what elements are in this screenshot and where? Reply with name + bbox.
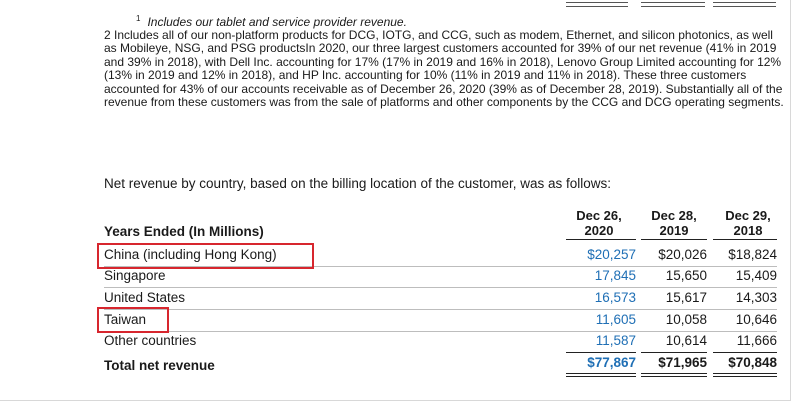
footnote-1-text: Includes our tablet and service provider… (147, 15, 407, 29)
value-singapore-2020: 17,845 (594, 268, 636, 283)
row-label-china: China (including Hong Kong) (104, 247, 277, 262)
row-label-singapore: Singapore (104, 268, 166, 283)
subtotal-rule (641, 352, 707, 353)
header-rule (566, 239, 636, 240)
row-divider (104, 287, 777, 288)
top-rule (566, 6, 628, 7)
total-double-rule (566, 373, 636, 377)
row-label-united-states: United States (104, 290, 186, 305)
row-divider (104, 266, 777, 267)
value-us-2020: 16,573 (594, 290, 636, 305)
value-other-2018: 11,666 (736, 333, 777, 348)
value-china-2018: $18,824 (728, 247, 777, 262)
header-rule (713, 239, 777, 240)
value-china-2020: $20,257 (587, 247, 636, 262)
value-taiwan-2018: 10,646 (735, 312, 777, 327)
column-header-2020: Dec 26, 2020 (562, 208, 636, 238)
footnote-2: 2 Includes all of our non-platform produ… (104, 28, 784, 110)
value-singapore-2019: 15,650 (665, 268, 707, 283)
column-header-2019: Dec 28, 2019 (637, 208, 711, 238)
document-frame (0, 0, 791, 401)
value-china-2019: $20,026 (658, 247, 707, 262)
footnote-1-marker: 1 (136, 14, 141, 23)
table-intro: Net revenue by country, based on the bil… (104, 176, 612, 191)
value-other-2019: 10,614 (665, 333, 707, 348)
total-double-rule (713, 373, 777, 377)
subtotal-rule (713, 352, 777, 353)
top-rule (566, 2, 628, 3)
header-rule (641, 239, 707, 240)
row-label-taiwan: Taiwan (104, 312, 147, 327)
row-divider (104, 331, 777, 332)
value-singapore-2018: 15,409 (735, 268, 777, 283)
top-rule (641, 2, 705, 3)
row-header: Years Ended (In Millions) (104, 224, 264, 239)
row-label-other-countries: Other countries (104, 333, 197, 348)
column-header-line: 2018 (733, 223, 763, 238)
total-double-rule (641, 373, 707, 377)
column-header-line: Dec 28, (651, 208, 697, 223)
top-rule (713, 6, 776, 7)
footnote-1: 1 Includes our tablet and service provide… (136, 14, 407, 29)
subtotal-rule (566, 352, 636, 353)
row-divider (104, 309, 777, 310)
highlight-box-china (97, 243, 314, 269)
value-taiwan-2020: 11,605 (595, 312, 636, 327)
value-total-2019: $71,965 (658, 355, 707, 370)
value-total-2020: $77,867 (587, 355, 636, 370)
top-rule (713, 2, 776, 3)
column-header-line: Dec 29, (725, 208, 771, 223)
highlight-box-taiwan (97, 307, 169, 333)
value-us-2018: 14,303 (735, 290, 777, 305)
value-taiwan-2019: 10,058 (665, 312, 707, 327)
value-total-2018: $70,848 (728, 355, 777, 370)
column-header-2018: Dec 29, 2018 (711, 208, 785, 238)
top-rule (641, 6, 705, 7)
row-label-total: Total net revenue (104, 358, 215, 373)
column-header-line: Dec 26, (576, 208, 622, 223)
column-header-line: 2020 (584, 223, 614, 238)
value-us-2019: 15,617 (665, 290, 707, 305)
value-other-2020: 11,587 (595, 333, 636, 348)
column-header-line: 2019 (659, 223, 689, 238)
